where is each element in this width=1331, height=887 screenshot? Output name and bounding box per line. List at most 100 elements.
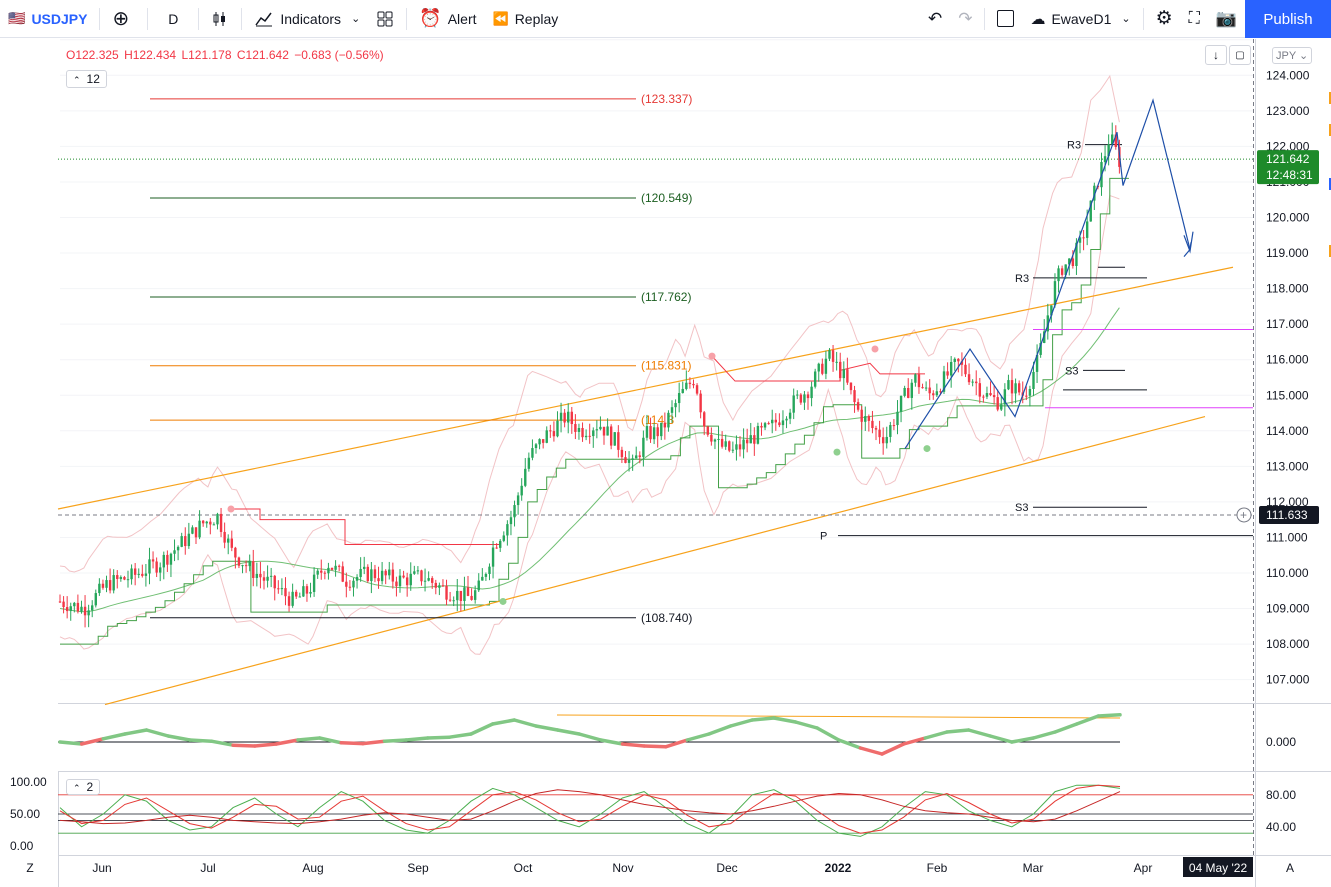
candle-body <box>967 374 971 383</box>
candle-body <box>452 600 455 602</box>
chart-type-button[interactable] <box>203 0 237 38</box>
price-tick: 107.000 <box>1266 673 1310 687</box>
candle-body <box>1089 200 1092 222</box>
layouts-button[interactable] <box>368 0 402 38</box>
candle-body <box>638 455 641 457</box>
candle-body <box>989 393 992 396</box>
candle-body <box>438 585 441 588</box>
time-tick: 2022 <box>825 861 852 875</box>
candle-body <box>234 547 237 558</box>
candle-body <box>778 422 781 426</box>
candle-body <box>334 565 337 570</box>
stoch-series <box>59 789 1121 825</box>
candle-body <box>448 599 452 601</box>
candle-body <box>1014 383 1017 394</box>
candle-body <box>73 602 76 607</box>
redo-icon: ↷ <box>958 8 973 28</box>
oscillator-segment <box>252 742 279 748</box>
candle-body <box>652 427 656 440</box>
redo-button[interactable]: ↷ <box>950 0 980 38</box>
candle-body <box>295 591 298 597</box>
price-tick: 119.000 <box>1266 246 1309 260</box>
candle-body <box>928 387 931 394</box>
candle-body <box>606 426 609 436</box>
candle-body <box>198 520 201 538</box>
candle-body <box>244 565 248 567</box>
replay-button[interactable]: ⏪ Replay <box>485 0 567 38</box>
osc2-toggle[interactable]: ⌃ 2 <box>66 779 101 795</box>
candle-body <box>742 439 745 450</box>
candle-body <box>291 591 294 606</box>
interval-button[interactable]: D <box>152 0 194 38</box>
candle-body <box>62 601 65 608</box>
studies-toggle[interactable]: ⌃ 12 <box>66 70 107 88</box>
candle-body <box>860 409 863 422</box>
candle-body <box>1053 281 1057 306</box>
candle-body <box>588 435 591 437</box>
oscillator-segment <box>209 739 235 747</box>
candle-body <box>151 559 155 562</box>
alert-button[interactable]: ⏰ Alert <box>411 0 484 38</box>
oscillator-segment <box>772 716 798 724</box>
compare-button[interactable]: ⊕ <box>104 0 143 38</box>
candle-body <box>173 550 176 554</box>
crosshair-badge <box>1259 505 1319 524</box>
currency-button[interactable]: JPY ⌄ <box>1272 47 1313 64</box>
publish-button[interactable]: Publish <box>1245 0 1331 38</box>
fullscreen-select-button[interactable] <box>989 0 1022 38</box>
candle-body <box>867 416 871 421</box>
high-value: H122.434 <box>124 48 177 62</box>
candle-body <box>176 546 180 551</box>
candle-body <box>699 393 702 413</box>
candle-body <box>728 441 731 451</box>
candle-body <box>695 385 699 394</box>
flag-icon: 🇺🇸 <box>8 10 26 26</box>
candle-body <box>527 457 531 469</box>
last-price-text: 121.642 <box>1266 152 1310 166</box>
fullscreen-button[interactable]: ⛶ <box>1181 0 1208 38</box>
candle-body <box>219 513 223 532</box>
add-alert-icon <box>1236 507 1252 523</box>
oscillator-segment <box>382 738 408 743</box>
currency-label: JPY <box>1276 50 1296 62</box>
candle-body <box>939 391 942 393</box>
candle-body <box>567 411 570 423</box>
oscillator-segment <box>1010 736 1036 744</box>
candle-body <box>484 573 488 577</box>
candle-body <box>624 457 627 463</box>
candle-body <box>212 524 216 526</box>
chevron-down-icon: ⌄ <box>1121 13 1131 25</box>
candle-body <box>660 422 663 437</box>
candle-body <box>1007 380 1010 390</box>
oscillator-segment <box>79 737 106 746</box>
candles-icon <box>213 11 226 26</box>
divider <box>99 7 101 30</box>
candle-body <box>259 573 262 578</box>
candle-body <box>1000 404 1003 410</box>
candle-body <box>803 394 806 403</box>
pivot-label: R3 <box>1015 273 1029 285</box>
auto-button: A <box>1286 861 1294 875</box>
candle-body <box>688 382 692 384</box>
undo-button[interactable]: ↶ <box>920 0 950 38</box>
maximize-pane-button[interactable]: ▢ <box>1229 45 1251 65</box>
symbol-button[interactable]: 🇺🇸 USDJPY <box>0 0 95 38</box>
scroll-down-button[interactable]: ↓ <box>1205 45 1227 65</box>
candle-body <box>710 434 713 442</box>
snapshot-button[interactable]: 📷 <box>1208 0 1245 38</box>
candle-body <box>373 569 377 579</box>
crosshair-date: 04 May '22 <box>1189 861 1248 875</box>
candle-body <box>384 570 387 576</box>
indicators-button[interactable]: Indicators ⌄ <box>246 0 368 38</box>
settings-button[interactable]: ⚙ <box>1148 0 1181 38</box>
upper-band <box>59 74 1120 573</box>
candle-body <box>108 580 112 591</box>
replay-label: Replay <box>514 10 559 27</box>
layout-name-button[interactable]: ☁ EwaveD1 ⌄ <box>1022 0 1138 38</box>
candle-body <box>65 607 69 612</box>
candle-body <box>917 374 921 388</box>
candle-body <box>681 388 684 394</box>
candle-body <box>889 425 892 437</box>
candle-body <box>159 567 162 573</box>
